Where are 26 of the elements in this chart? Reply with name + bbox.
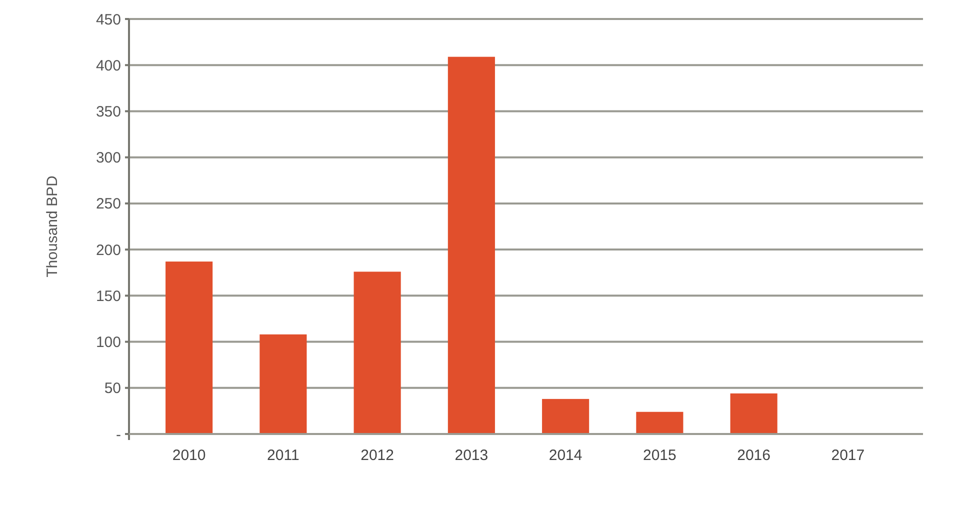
y-tick-label: 250 [96,196,121,213]
y-tick-label: 200 [96,242,121,259]
bar [354,272,401,434]
bar [166,262,213,434]
bar [542,398,590,434]
y-tick-label: 300 [96,150,121,167]
y-axis-title: Thousand BPD [44,175,61,278]
y-tick-label: 400 [96,57,121,74]
y-tick-label: 100 [96,334,121,352]
x-tick-label: 2013 [454,447,488,464]
y-tick-label: 450 [96,11,121,28]
bar [636,412,684,434]
x-tick-label: 2011 [267,447,300,464]
x-tick-label: 2014 [548,447,582,464]
y-tick-label: - [116,426,121,444]
bar [448,56,495,434]
x-tick-label: 2010 [172,447,206,464]
x-tick-label: 2012 [360,447,394,464]
x-tick-label: 2015 [643,447,676,464]
y-tick-label: 350 [96,103,121,120]
bar [730,393,778,434]
y-tick-label: 150 [96,288,121,305]
y-tick-label: 50 [104,380,121,398]
x-tick-label: 2016 [737,447,770,464]
bar [260,334,307,434]
x-tick-label: 2017 [831,447,865,464]
